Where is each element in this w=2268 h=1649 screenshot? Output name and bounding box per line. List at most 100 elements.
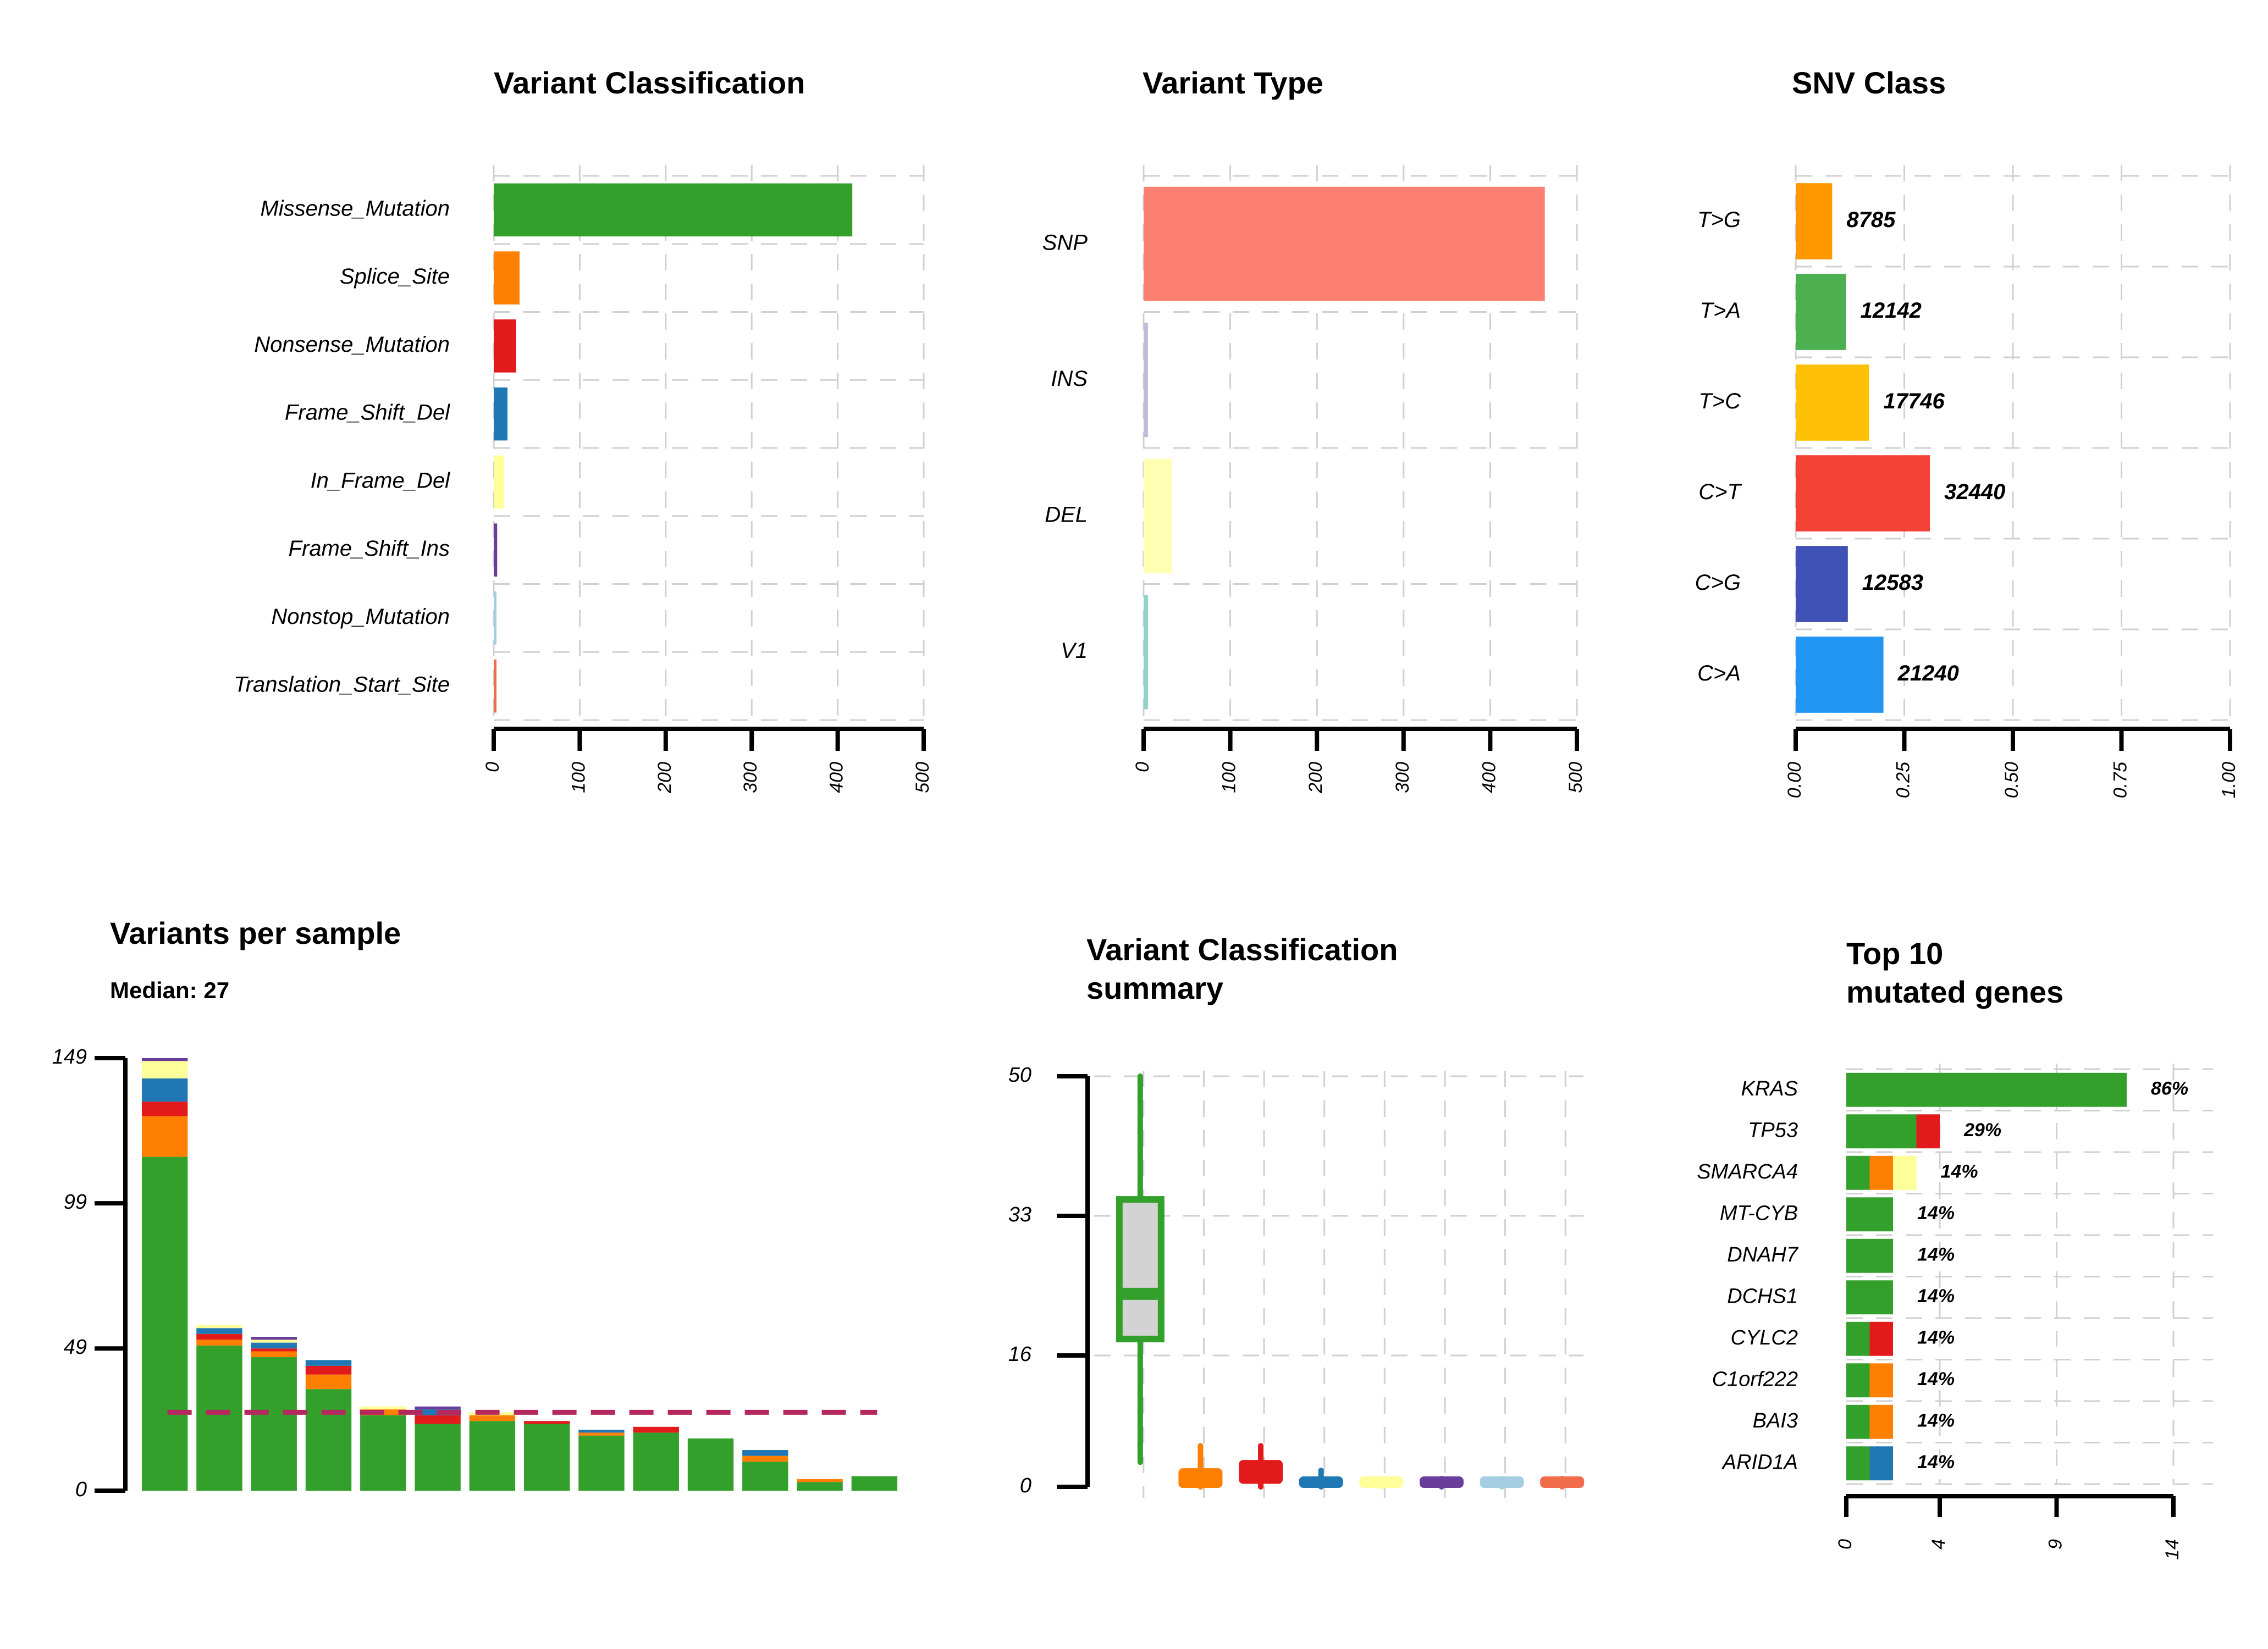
sample-bar-segment <box>633 1426 679 1433</box>
x-tick-label: 1.00 <box>2219 762 2239 798</box>
sample-bar-segment <box>360 1415 406 1491</box>
y-tick-label: 33 <box>1008 1203 1031 1226</box>
sample-bar-segment <box>141 1156 188 1491</box>
x-tick-label: 14 <box>2162 1539 2183 1560</box>
sample-bar-segment <box>742 1456 788 1462</box>
sample-bar-segment <box>578 1435 625 1491</box>
box-body <box>1178 1468 1223 1488</box>
sample-bar-segment <box>251 1351 297 1358</box>
category-label: Translation_Start_Site <box>234 673 450 697</box>
category-label: Splice_Site <box>340 264 450 289</box>
bar-c-a <box>1796 637 1884 713</box>
bar-ins <box>1144 323 1148 438</box>
sample-bar-segment <box>251 1348 297 1352</box>
bar-t-a <box>1796 274 1846 350</box>
gene-label: C1orf222 <box>1712 1368 1798 1391</box>
sample-bar-segment <box>305 1374 352 1390</box>
sample-bar-segment <box>360 1406 406 1410</box>
category-label: V1 <box>1061 639 1088 663</box>
bar-v1 <box>1144 595 1148 710</box>
y-tick-label: 99 <box>64 1191 87 1214</box>
x-tick-label: 0 <box>1132 762 1153 772</box>
sample-bar-segment <box>196 1328 242 1334</box>
y-tick-label: 50 <box>1008 1064 1031 1087</box>
bar-c-g <box>1796 546 1848 622</box>
gene-bar-segment <box>1916 1114 1940 1149</box>
bar-in-frame-del <box>494 455 504 509</box>
gene-percent-label: 14% <box>1917 1452 1955 1473</box>
x-tick-label: 100 <box>1219 762 1240 793</box>
sample-bar-segment <box>523 1424 570 1491</box>
y-tick-label: 0 <box>75 1478 87 1501</box>
vc-summary-title-line2: summary <box>1086 971 1224 1005</box>
category-label: Nonsense_Mutation <box>254 333 450 357</box>
gene-percent-label: 14% <box>1917 1410 1955 1431</box>
gene-percent-label: 14% <box>1917 1327 1955 1348</box>
sample-bar-segment <box>797 1479 843 1482</box>
data-label: 8785 <box>1846 208 1896 232</box>
sample-bar-segment <box>797 1482 843 1491</box>
sample-bar-segment <box>578 1432 625 1436</box>
x-tick-label: 0 <box>1835 1539 1856 1550</box>
gene-bar-segment <box>1846 1404 1870 1439</box>
x-tick-label: 400 <box>826 762 847 793</box>
gene-percent-label: 14% <box>1917 1244 1955 1265</box>
gene-bar-segment <box>1846 1321 1870 1356</box>
data-label: 17746 <box>1884 389 1945 413</box>
y-tick-label: 149 <box>52 1045 87 1069</box>
gene-bar-segment <box>1846 1280 1893 1315</box>
sample-bar-segment <box>305 1360 352 1366</box>
bar-del <box>1144 458 1173 573</box>
sample-bar-segment <box>578 1430 625 1433</box>
bar-c-t <box>1796 455 1930 532</box>
sample-bar-segment <box>469 1415 516 1421</box>
gene-percent-label: 14% <box>1917 1286 1955 1307</box>
bar-frame-shift-ins <box>494 523 498 577</box>
sample-bar-segment <box>196 1333 242 1340</box>
sample-bar-segment <box>251 1337 297 1340</box>
top-genes-title-line2: mutated genes <box>1846 975 2064 1009</box>
x-tick-label: 100 <box>568 762 589 793</box>
sample-bar-segment <box>742 1462 788 1491</box>
data-label: 21240 <box>1897 661 1959 685</box>
gene-bar-segment <box>1846 1363 1870 1398</box>
gene-bar-segment <box>1846 1197 1893 1232</box>
x-tick-label: 9 <box>2045 1539 2066 1550</box>
variant-classification-title: Variant Classification <box>494 65 805 100</box>
median-subtitle: Median: 27 <box>110 977 230 1003</box>
sample-bar-segment <box>742 1450 788 1456</box>
sample-bar-segment <box>469 1421 516 1491</box>
category-label: Frame_Shift_Ins <box>289 536 450 561</box>
sample-bar-segment <box>141 1061 188 1078</box>
box-body <box>1419 1476 1464 1488</box>
gene-bar-segment <box>1869 1404 1893 1439</box>
category-label: Missense_Mutation <box>260 196 450 220</box>
sample-bar-segment <box>523 1421 570 1424</box>
x-tick-label: 0 <box>482 762 503 772</box>
gene-label: SMARCA4 <box>1697 1160 1798 1183</box>
bar-snp <box>1144 186 1545 301</box>
sample-bar-segment <box>251 1340 297 1343</box>
category-label: C>A <box>1697 661 1741 685</box>
gene-bar-segment <box>1869 1321 1893 1356</box>
variants-per-sample-title: Variants per sample <box>110 916 401 950</box>
sample-bar-segment <box>687 1438 734 1491</box>
category-label: SNP <box>1042 230 1088 254</box>
gene-label: TP53 <box>1748 1119 1798 1142</box>
bar-t-c <box>1796 364 1869 441</box>
gene-label: CYLC2 <box>1731 1326 1798 1349</box>
sample-bar-segment <box>251 1357 297 1491</box>
gene-bar-segment <box>1846 1446 1870 1481</box>
sample-bar-segment <box>415 1424 461 1491</box>
data-label: 32440 <box>1944 480 2005 504</box>
bar-frame-shift-del <box>494 387 508 441</box>
category-label: DEL <box>1045 502 1088 527</box>
y-tick-label: 0 <box>1020 1474 1031 1497</box>
y-tick-label: 49 <box>64 1336 87 1359</box>
x-tick-label: 200 <box>654 762 675 794</box>
top-genes-title-line1: Top 10 <box>1846 936 1944 971</box>
box-body <box>1116 1196 1165 1343</box>
gene-bar-segment <box>1869 1446 1893 1481</box>
x-tick-label: 0.75 <box>2110 762 2131 798</box>
